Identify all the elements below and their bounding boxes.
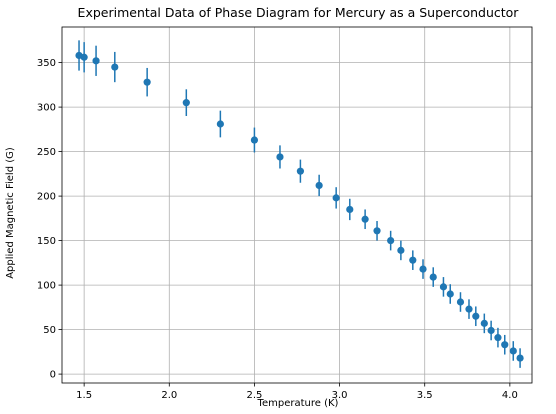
grid-lines: [62, 27, 532, 383]
y-axis-label: Applied Magnetic Field (G): [5, 147, 16, 279]
data-point: [456, 298, 465, 306]
data-point: [276, 153, 284, 161]
x-tick-label: 4.0: [502, 390, 518, 401]
data-point: [92, 57, 100, 65]
data-point: [419, 265, 427, 273]
data-point: [143, 78, 151, 86]
data-point: [111, 63, 119, 71]
x-tick-label: 2.5: [246, 390, 262, 401]
data-point: [516, 354, 524, 362]
x-tick-label: 1.5: [76, 390, 92, 401]
data-point: [509, 347, 517, 355]
chart-title: Experimental Data of Phase Diagram for M…: [78, 5, 520, 20]
y-tick-label: 0: [50, 370, 56, 381]
data-point: [373, 227, 381, 235]
data-point: [472, 312, 480, 320]
data-point: [446, 290, 454, 298]
data-point: [487, 326, 495, 335]
y-tick-label: 150: [37, 236, 56, 247]
x-tick-label: 3.0: [332, 390, 348, 401]
data-point: [397, 246, 405, 254]
x-tick-label: 2.0: [161, 390, 177, 401]
axis-ticks: 1.5 2.0 2.5 3.0 3.5 4.0 0 50 100 150 200 250 300 350: [37, 58, 518, 401]
data-point: [216, 120, 224, 128]
y-tick-label: 300: [37, 103, 56, 114]
y-tick-label: 50: [43, 325, 56, 336]
data-point: [296, 167, 305, 175]
y-tick-label: 250: [37, 147, 56, 158]
data-point: [439, 283, 448, 291]
data-point: [250, 136, 259, 144]
data-point: [429, 273, 437, 281]
data-point: [80, 53, 88, 61]
x-tick-label: 3.5: [417, 390, 433, 401]
y-tick-label: 200: [37, 192, 56, 203]
plot-frame: [61, 26, 533, 384]
data-point: [346, 205, 354, 214]
data-point: [387, 237, 395, 245]
data-point: [182, 99, 190, 107]
y-tick-label: 100: [37, 281, 56, 292]
data-point: [494, 334, 502, 342]
data-point: [480, 319, 488, 327]
y-tick-label: 350: [37, 58, 56, 69]
data-point: [315, 181, 323, 190]
data-point: [465, 305, 473, 313]
data-point: [361, 215, 369, 223]
data-points: [75, 51, 524, 362]
data-point: [332, 194, 340, 202]
data-point: [501, 341, 509, 349]
data-point: [409, 256, 417, 264]
x-axis-label: Temperature (K): [257, 398, 339, 409]
